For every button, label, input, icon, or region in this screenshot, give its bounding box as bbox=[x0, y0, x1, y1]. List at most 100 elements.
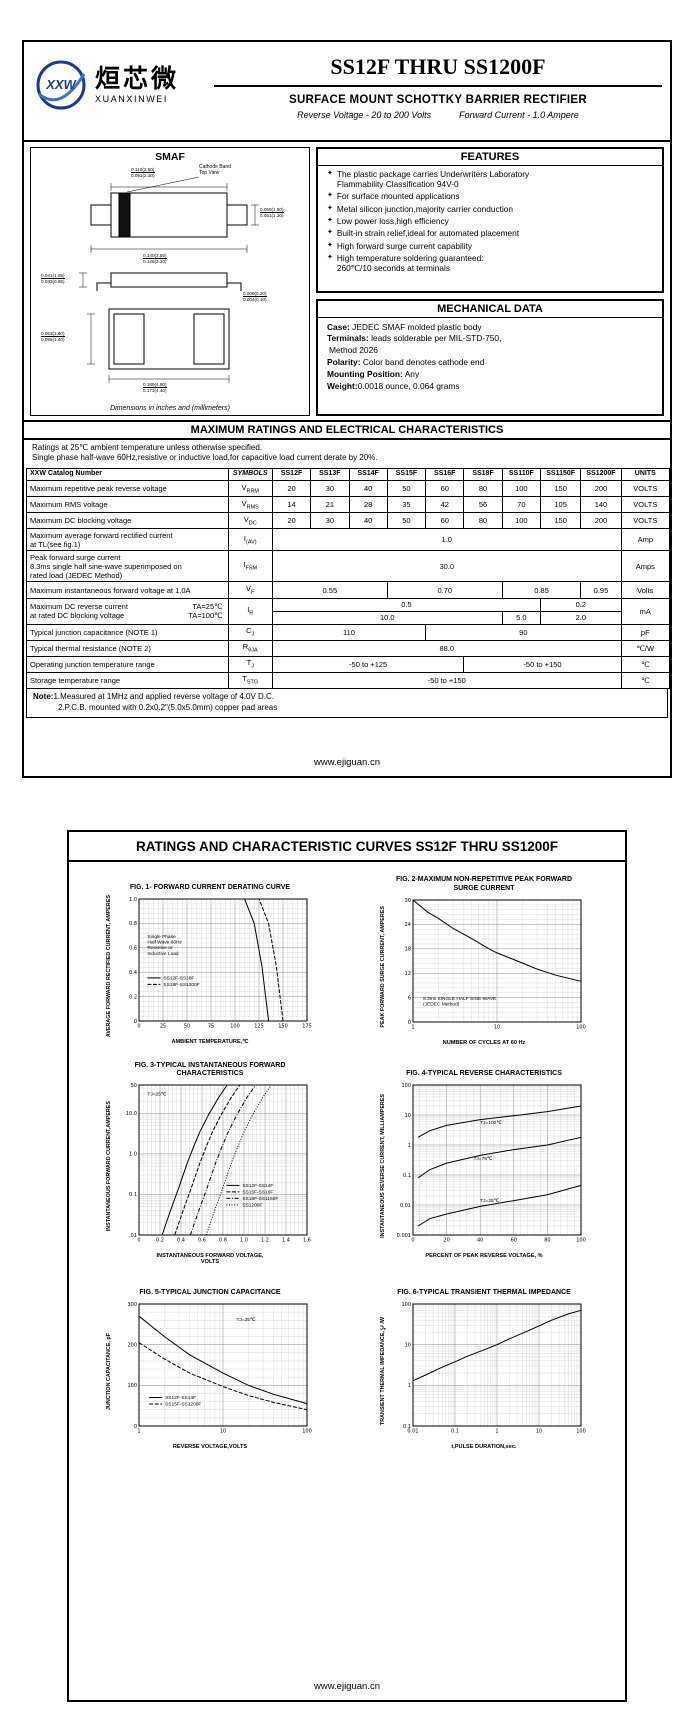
tick-labels: 0 25 50 75 100 125 150 175 0 0.2 0.4 0.6 0.8 1.0 bbox=[129, 897, 312, 1030]
bullet-icon: ✦ bbox=[327, 216, 333, 224]
grid bbox=[139, 899, 308, 1021]
value-cell: 60 bbox=[425, 512, 465, 530]
drawing-caption: Dimensions in inches and (millimeters) bbox=[110, 405, 230, 412]
svg-text:0.1: 0.1 bbox=[403, 1424, 411, 1430]
table-row: Storage temperature range TSTG -50 to +1… bbox=[26, 671, 671, 689]
value-cell: 70 bbox=[501, 496, 541, 514]
svg-text:1: 1 bbox=[408, 1142, 411, 1148]
col-device: SS1200F bbox=[580, 467, 622, 482]
figure-xlabel: PERCENT OF PEAK REVERSE VOLTAGE, % bbox=[425, 1252, 543, 1259]
curve-tj-100- bbox=[418, 1105, 582, 1138]
chart-svg: 0 25 50 75 100 125 150 175 0 0.2 0.4 0.6 0.8 1.0 Singl… bbox=[129, 897, 312, 1030]
svg-text:10: 10 bbox=[536, 1429, 542, 1435]
feature-item: ✦ The plastic package carries Underwriter… bbox=[327, 169, 530, 189]
bullet-icon: ✦ bbox=[327, 254, 333, 262]
curve-surge-current bbox=[413, 899, 582, 982]
package-bottom-view bbox=[108, 308, 230, 370]
svg-text:0: 0 bbox=[138, 1024, 141, 1030]
figure-ylabel: TRANSIENT THERMAL IMPEDANCE, ℃/W bbox=[379, 1317, 386, 1426]
table-row: Maximum DC blocking voltage VDC 20 30 40… bbox=[26, 512, 671, 530]
svg-text:50: 50 bbox=[184, 1024, 190, 1030]
legend-label: SS15F-SS16F bbox=[243, 1190, 274, 1196]
value-cell: 35 bbox=[386, 496, 427, 514]
value-cell: 1.0 bbox=[271, 528, 622, 552]
company-logo: XXW 烜芯微 XUANXINWEI bbox=[34, 50, 214, 112]
mechanical-data-box: MECHANICAL DATA Case: JEDEC SMAF molded … bbox=[316, 298, 664, 416]
features-list: ✦ The plastic package carries Underwriter… bbox=[318, 166, 662, 274]
figure-title: FIG. 2-MAXIMUM NON-REPETITIVE PEAK FORWA… bbox=[395, 876, 573, 892]
svg-text:0.4: 0.4 bbox=[129, 970, 137, 976]
symbol-cell: VDC bbox=[227, 512, 273, 530]
curves-section-title: RATINGS AND CHARACTERISTIC CURVES SS12F … bbox=[69, 832, 625, 862]
right-column: FEATURES ✦ The plastic package carries Un… bbox=[316, 147, 664, 416]
value-cell: 21 bbox=[310, 496, 350, 514]
package-outline-box: SMAF bbox=[30, 147, 310, 416]
value-cell: 150 bbox=[539, 512, 582, 530]
legend-label: SS1200F bbox=[243, 1203, 263, 1209]
table-header-row: XXW Catalog Number SYMBOLS SS12F SS13F S… bbox=[26, 467, 671, 482]
param-name: Operating junction temperature range bbox=[26, 655, 229, 673]
figure-title: FIG. 3-TYPICAL INSTANTANEOUS FORWARD CHA… bbox=[134, 1061, 286, 1078]
svg-text:0.1: 0.1 bbox=[129, 1192, 137, 1198]
svg-text:6: 6 bbox=[408, 995, 411, 1001]
package-name: SMAF bbox=[155, 151, 185, 163]
unit-cell: VOLTS bbox=[620, 496, 671, 514]
mech-line: Mounting Position: Any bbox=[327, 368, 420, 379]
ratings-tagline: Reverse Voltage - 20 to 200 Volts Forwar… bbox=[214, 110, 662, 120]
table-row: Maximum average forward rectified curren… bbox=[26, 528, 671, 552]
unit-cell: ℃/W bbox=[620, 639, 671, 657]
legend-label: SS15F-SS1200F bbox=[165, 1402, 201, 1408]
svg-text:0.1: 0.1 bbox=[451, 1429, 459, 1435]
svg-text:100: 100 bbox=[577, 1237, 587, 1243]
curve-ss12f-ss14f bbox=[139, 1315, 308, 1405]
svg-text:1: 1 bbox=[408, 1383, 411, 1389]
curve-ss15f-ss1200f bbox=[139, 1342, 308, 1411]
value-cell: 105 bbox=[539, 496, 582, 514]
svg-text:0.2: 0.2 bbox=[129, 994, 137, 1000]
svg-text:0.4: 0.4 bbox=[177, 1238, 185, 1244]
cathode-band bbox=[118, 192, 131, 238]
chart-annotation: Inductive Load bbox=[148, 951, 180, 957]
svg-text:150: 150 bbox=[279, 1024, 289, 1030]
chart-annotation: (JEDEC Method) bbox=[423, 1001, 460, 1007]
svg-text:0.6: 0.6 bbox=[129, 946, 137, 952]
dimension-lines-top bbox=[90, 176, 259, 253]
dimension-label: 0.140(3.55) 0.126(3.20) bbox=[143, 253, 167, 265]
legend-label: SS12F-SS16F bbox=[164, 976, 195, 982]
feature-item: ✦ Low power loss,high efficiency bbox=[327, 215, 449, 226]
table-row: Typical thermal resistance (NOTE 2) RθJA… bbox=[26, 639, 671, 657]
value-cell: 30.0 bbox=[271, 550, 622, 583]
col-device: SS18F bbox=[463, 467, 503, 482]
figures-grid: FIG. 1- FORWARD CURRENT DERATING CURVE A… bbox=[69, 862, 625, 1450]
svg-text:0.01: 0.01 bbox=[408, 1429, 419, 1435]
ratings-condition-line: Ratings at 25℃ ambient temperature unles… bbox=[32, 443, 262, 452]
unit-cell: VOLTS bbox=[620, 512, 671, 530]
value-cell: 30 bbox=[310, 512, 350, 530]
features-title: FEATURES bbox=[318, 149, 662, 166]
svg-text:1.2: 1.2 bbox=[261, 1238, 269, 1244]
value-cell: 0.85 bbox=[501, 581, 582, 599]
value-cell: 28 bbox=[348, 496, 388, 514]
figure-title: FIG. 1- FORWARD CURRENT DERATING CURVE bbox=[129, 884, 291, 892]
value-cell: 200 bbox=[580, 480, 622, 498]
chart-svg: 0 20 40 60 80 100 0.001 0.01 0.1 1 10 100 TJ=100℃ TJ=… bbox=[397, 1082, 587, 1243]
param-name: Typical junction capacitance (NOTE 1) bbox=[26, 623, 229, 641]
value-cell: 60 bbox=[425, 480, 465, 498]
svg-text:1.4: 1.4 bbox=[282, 1238, 290, 1244]
value-cell: 140 bbox=[580, 496, 622, 514]
svg-text:0.1: 0.1 bbox=[403, 1172, 411, 1178]
svg-text:100: 100 bbox=[128, 1383, 138, 1389]
svg-text:100: 100 bbox=[577, 1429, 587, 1435]
website-url: www.ejiguan.cn bbox=[313, 757, 380, 768]
grid bbox=[413, 1084, 582, 1235]
svg-text:100: 100 bbox=[402, 1302, 412, 1308]
unit-cell: Amps bbox=[620, 550, 671, 583]
param-name: Peak forward surge current 8.3ms single … bbox=[26, 550, 229, 583]
param-name: Typical thermal resistance (NOTE 2) bbox=[26, 639, 229, 657]
curve-ss18f-ss1150f bbox=[190, 1084, 257, 1236]
curve-transient-thermal-impedance bbox=[413, 1309, 582, 1382]
feature-item: ✦ Built-in strain relief,ideal for automa… bbox=[327, 228, 520, 239]
svg-text:75: 75 bbox=[208, 1024, 214, 1030]
